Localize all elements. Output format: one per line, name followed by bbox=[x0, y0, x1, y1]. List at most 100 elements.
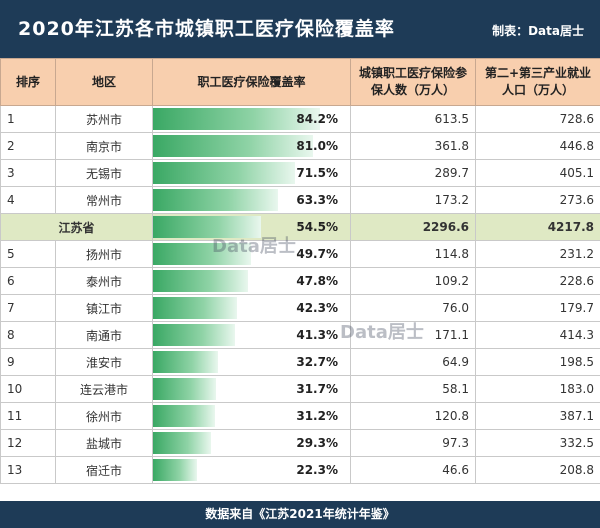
coverage-bar bbox=[153, 459, 197, 481]
cell-region: 淮安市 bbox=[55, 348, 153, 376]
cell-coverage: 49.7% bbox=[152, 240, 351, 268]
table-header-row: 排序 地区 职工医疗保险覆盖率 城镇职工医疗保险参保人数（万人） 第二+第三产业… bbox=[0, 58, 600, 106]
cell-insured: 64.9 bbox=[350, 348, 476, 376]
table-row: 3 无锡市 71.5% 289.7 405.1 bbox=[0, 159, 600, 187]
col-header-region[interactable]: 地区 bbox=[55, 58, 153, 106]
cell-coverage: 32.7% bbox=[152, 348, 351, 376]
col-header-employed[interactable]: 第二+第三产业就业人口（万人） bbox=[475, 58, 600, 106]
table-row: 2 南京市 81.0% 361.8 446.8 bbox=[0, 132, 600, 160]
cell-coverage: 47.8% bbox=[152, 267, 351, 295]
coverage-value: 32.7% bbox=[296, 355, 338, 369]
coverage-value: 84.2% bbox=[296, 112, 338, 126]
cell-employed: 728.6 bbox=[475, 105, 600, 133]
table-row: 13 宿迁市 22.3% 46.6 208.8 bbox=[0, 456, 600, 484]
table-row: 12 盐城市 29.3% 97.3 332.5 bbox=[0, 429, 600, 457]
cell-employed: 208.8 bbox=[475, 456, 600, 484]
cell-insured: 2296.6 bbox=[350, 213, 476, 241]
coverage-bar bbox=[153, 297, 237, 319]
table-row: 8 南通市 41.3% 171.1 414.3 bbox=[0, 321, 600, 349]
cell-coverage: 54.5% bbox=[152, 213, 351, 241]
cell-region: 镇江市 bbox=[55, 294, 153, 322]
cell-employed: 387.1 bbox=[475, 402, 600, 430]
cell-coverage: 22.3% bbox=[152, 456, 351, 484]
source-footer: 数据来自《江苏2021年统计年鉴》 bbox=[0, 501, 600, 528]
cell-region: 南通市 bbox=[55, 321, 153, 349]
cell-region: 盐城市 bbox=[55, 429, 153, 457]
cell-region: 无锡市 bbox=[55, 159, 153, 187]
cell-insured: 613.5 bbox=[350, 105, 476, 133]
coverage-bar bbox=[153, 270, 248, 292]
col-header-coverage[interactable]: 职工医疗保险覆盖率 bbox=[152, 58, 351, 106]
cell-insured: 289.7 bbox=[350, 159, 476, 187]
cell-region: 连云港市 bbox=[55, 375, 153, 403]
coverage-value: 41.3% bbox=[296, 328, 338, 342]
coverage-bar bbox=[153, 324, 235, 346]
coverage-value: 22.3% bbox=[296, 463, 338, 477]
table-row: 5 扬州市 49.7% 114.8 231.2 bbox=[0, 240, 600, 268]
cell-insured: 171.1 bbox=[350, 321, 476, 349]
cell-employed: 405.1 bbox=[475, 159, 600, 187]
cell-rank: 4 bbox=[0, 186, 56, 214]
cell-rank: 12 bbox=[0, 429, 56, 457]
cell-insured: 76.0 bbox=[350, 294, 476, 322]
coverage-table: 排序 地区 职工医疗保险覆盖率 城镇职工医疗保险参保人数（万人） 第二+第三产业… bbox=[0, 58, 600, 484]
coverage-bar bbox=[153, 189, 278, 211]
coverage-bar bbox=[153, 108, 320, 130]
cell-rank: 1 bbox=[0, 105, 56, 133]
cell-employed: 332.5 bbox=[475, 429, 600, 457]
coverage-bar bbox=[153, 216, 261, 238]
coverage-bar bbox=[153, 162, 295, 184]
coverage-value: 42.3% bbox=[296, 301, 338, 315]
coverage-value: 31.7% bbox=[296, 382, 338, 396]
table-row: 4 常州市 63.3% 173.2 273.6 bbox=[0, 186, 600, 214]
cell-region: 常州市 bbox=[55, 186, 153, 214]
cell-insured: 109.2 bbox=[350, 267, 476, 295]
cell-rank: 7 bbox=[0, 294, 56, 322]
table-row: 11 徐州市 31.2% 120.8 387.1 bbox=[0, 402, 600, 430]
cell-region: 泰州市 bbox=[55, 267, 153, 295]
coverage-bar bbox=[153, 432, 211, 454]
cell-rank: 9 bbox=[0, 348, 56, 376]
cell-insured: 114.8 bbox=[350, 240, 476, 268]
cell-rank: 11 bbox=[0, 402, 56, 430]
coverage-value: 47.8% bbox=[296, 274, 338, 288]
cell-region: 江苏省 bbox=[0, 213, 153, 241]
cell-region: 扬州市 bbox=[55, 240, 153, 268]
cell-rank: 10 bbox=[0, 375, 56, 403]
coverage-bar bbox=[153, 135, 313, 157]
cell-coverage: 81.0% bbox=[152, 132, 351, 160]
cell-coverage: 63.3% bbox=[152, 186, 351, 214]
table-body: 1 苏州市 84.2% 613.5 728.6 2 南京市 81.0% 361.8 446.8 3 无… bbox=[0, 105, 600, 484]
cell-rank: 13 bbox=[0, 456, 56, 484]
cell-region: 宿迁市 bbox=[55, 456, 153, 484]
report-header: 2020年江苏各市城镇职工医疗保险覆盖率 制表：Data居士 bbox=[0, 0, 600, 58]
cell-region: 南京市 bbox=[55, 132, 153, 160]
cell-rank: 5 bbox=[0, 240, 56, 268]
table-row: 9 淮安市 32.7% 64.9 198.5 bbox=[0, 348, 600, 376]
cell-rank: 8 bbox=[0, 321, 56, 349]
cell-insured: 361.8 bbox=[350, 132, 476, 160]
cell-insured: 97.3 bbox=[350, 429, 476, 457]
cell-coverage: 71.5% bbox=[152, 159, 351, 187]
coverage-value: 71.5% bbox=[296, 166, 338, 180]
coverage-bar bbox=[153, 351, 218, 373]
col-header-rank[interactable]: 排序 bbox=[0, 58, 56, 106]
coverage-bar bbox=[153, 243, 251, 265]
cell-employed: 198.5 bbox=[475, 348, 600, 376]
table-row: 7 镇江市 42.3% 76.0 179.7 bbox=[0, 294, 600, 322]
coverage-bar bbox=[153, 405, 215, 427]
cell-insured: 173.2 bbox=[350, 186, 476, 214]
cell-region: 苏州市 bbox=[55, 105, 153, 133]
cell-employed: 183.0 bbox=[475, 375, 600, 403]
cell-coverage: 42.3% bbox=[152, 294, 351, 322]
table-row-total: 江苏省 54.5% 2296.6 4217.8 bbox=[0, 213, 600, 241]
cell-coverage: 84.2% bbox=[152, 105, 351, 133]
cell-insured: 46.6 bbox=[350, 456, 476, 484]
cell-employed: 273.6 bbox=[475, 186, 600, 214]
coverage-value: 81.0% bbox=[296, 139, 338, 153]
cell-employed: 179.7 bbox=[475, 294, 600, 322]
report-title: 2020年江苏各市城镇职工医疗保险覆盖率 bbox=[18, 18, 395, 40]
cell-rank: 3 bbox=[0, 159, 56, 187]
col-header-insured[interactable]: 城镇职工医疗保险参保人数（万人） bbox=[350, 58, 476, 106]
